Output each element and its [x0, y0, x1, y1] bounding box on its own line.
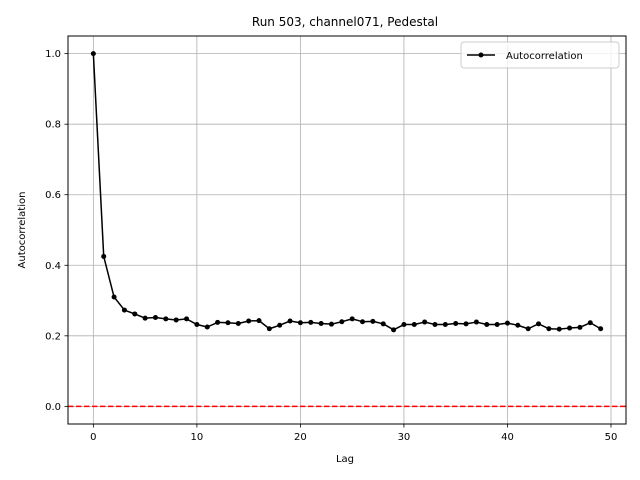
y-tick-label: 1.0 [45, 49, 61, 60]
data-point [184, 316, 190, 322]
data-point [473, 319, 479, 325]
x-tick-label: 10 [191, 432, 204, 443]
data-point [318, 320, 324, 326]
data-point [525, 326, 531, 332]
x-tick-label: 40 [501, 432, 514, 443]
data-point [453, 320, 459, 326]
data-point [463, 321, 469, 327]
data-point [432, 322, 438, 328]
x-tick-label: 50 [605, 432, 618, 443]
y-tick-label: 0.4 [45, 261, 61, 272]
data-point [567, 325, 573, 331]
data-point [546, 326, 552, 332]
data-point [536, 321, 542, 327]
y-axis-ticks: 0.0 0.2 0.4 0.6 0.8 1.0 [45, 49, 68, 413]
y-tick-label: 0.6 [45, 190, 61, 201]
legend-marker [478, 52, 484, 58]
x-tick-label: 30 [398, 432, 411, 443]
data-point [504, 320, 510, 326]
data-point [422, 319, 428, 325]
y-tick-label: 0.0 [45, 402, 61, 413]
data-point [598, 326, 604, 332]
data-point [246, 318, 252, 324]
y-tick-label: 0.8 [45, 120, 61, 131]
x-axis-ticks: 0 10 20 30 40 50 [90, 424, 617, 443]
data-point [142, 315, 148, 321]
data-point [391, 327, 397, 333]
data-point [132, 311, 138, 317]
chart-title: Run 503, channel071, Pedestal [252, 15, 438, 29]
data-point [266, 326, 272, 332]
data-point [339, 319, 345, 325]
data-point [111, 294, 117, 300]
data-point [515, 322, 521, 328]
data-point [152, 314, 158, 320]
data-point [577, 324, 583, 330]
x-axis-label: Lag [336, 454, 354, 465]
data-point [360, 319, 366, 325]
data-point [215, 319, 221, 325]
data-point [101, 253, 107, 259]
data-point [235, 320, 241, 326]
y-tick-label: 0.2 [45, 331, 61, 342]
data-point [163, 316, 169, 322]
series-group [90, 51, 604, 333]
data-point [256, 318, 262, 324]
y-axis-label: Autocorrelation [17, 192, 28, 269]
data-point [587, 320, 593, 326]
data-point [494, 322, 500, 328]
data-point [287, 318, 293, 324]
data-point [308, 319, 314, 325]
data-point [173, 317, 179, 323]
data-point [225, 320, 231, 326]
x-tick-label: 20 [294, 432, 307, 443]
data-point [442, 322, 448, 328]
data-point [556, 326, 562, 332]
data-point [411, 322, 417, 328]
legend-box [460, 41, 620, 69]
data-point [401, 322, 407, 328]
data-point [484, 322, 490, 328]
data-point [328, 321, 334, 327]
data-point [90, 51, 96, 57]
data-point [194, 322, 200, 328]
data-point [370, 318, 376, 324]
data-point [121, 307, 127, 313]
legend: Autocorrelation [460, 41, 620, 69]
data-point [380, 321, 386, 327]
data-point [349, 316, 355, 322]
x-tick-label: 0 [90, 432, 96, 443]
legend-label: Autocorrelation [506, 51, 583, 62]
data-point [297, 320, 303, 326]
axes-frame [67, 35, 627, 425]
data-point [277, 322, 283, 328]
data-point [204, 324, 210, 330]
